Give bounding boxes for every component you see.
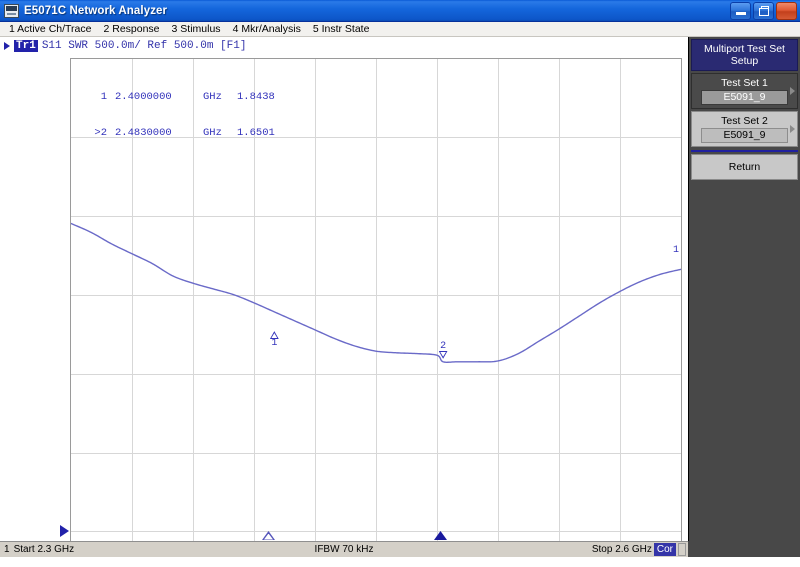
trace-header[interactable]: Tr1 S11 SWR 500.0m/ Ref 500.0m [F1]	[4, 39, 246, 53]
grid-line-h	[71, 453, 681, 454]
softkey-panel: Multiport Test Set Setup Test Set 1 E509…	[688, 37, 800, 541]
grid-line-v	[376, 59, 377, 550]
marker-readout-value: 1.8438	[237, 91, 275, 103]
grid-line-v	[498, 59, 499, 550]
softkey-panel-filler	[688, 541, 800, 557]
softkey-panel-title: Multiport Test Set Setup	[691, 39, 798, 71]
softkey-test-set-1[interactable]: Test Set 1 E5091_9	[691, 73, 798, 109]
status-bar: 1 Start 2.3 GHz IFBW 70 kHz Stop 2.6 GHz…	[0, 541, 688, 557]
grid-line-v	[620, 59, 621, 550]
menu-item-stimulus[interactable]: 3 Stimulus	[171, 23, 221, 35]
marker-readout-unit: GHz	[203, 91, 222, 103]
grid-line-h	[71, 216, 681, 217]
softkey-test-set-2[interactable]: Test Set 2 E5091_9	[691, 111, 798, 147]
window-bottom-filler	[0, 557, 800, 567]
window-title: E5071C Network Analyzer	[24, 4, 168, 17]
x-axis-marker-1-icon[interactable]	[262, 531, 275, 540]
minimize-button[interactable]	[730, 1, 751, 20]
window-controls	[730, 1, 800, 20]
grid-line-v	[437, 59, 438, 550]
marker-readout-value: 1.6501	[237, 127, 275, 139]
trace-format-text: S11 SWR 500.0m/ Ref 500.0m [F1]	[41, 40, 247, 52]
marker-up-triangle-icon	[269, 331, 279, 340]
marker-readout: 1 2.4000000 GHz 1.8438 >2 2.4830000 GHz …	[83, 67, 275, 163]
menu-item-mkr-analysis[interactable]: 4 Mkr/Analysis	[232, 23, 301, 35]
application-icon	[4, 3, 19, 18]
restore-button[interactable]	[753, 1, 774, 20]
grid-line-h	[71, 374, 681, 375]
active-trace-arrow-icon	[4, 42, 10, 50]
grid-line-v	[193, 59, 194, 550]
softkey-test-set-2-label: Test Set 2	[721, 115, 768, 127]
softkey-test-set-2-value[interactable]: E5091_9	[701, 128, 788, 143]
instrument-display: Tr1 S11 SWR 500.0m/ Ref 500.0m [F1] 3.50…	[0, 37, 800, 567]
trace-badge[interactable]: Tr1	[14, 40, 38, 52]
marker-2-glyph[interactable]: 2	[436, 340, 450, 359]
marker-2-label: 2	[440, 340, 447, 352]
grid-line-v	[254, 59, 255, 550]
title-bar: E5071C Network Analyzer	[0, 0, 800, 22]
marker-1-label: 1	[271, 338, 278, 350]
softkey-return[interactable]: Return	[691, 154, 798, 180]
status-correction-badge[interactable]: Cor	[653, 543, 676, 556]
softkey-test-set-1-value[interactable]: E5091_9	[701, 90, 788, 105]
softkey-divider	[691, 150, 798, 152]
marker-readout-unit: GHz	[203, 127, 222, 139]
menu-item-active-ch-trace[interactable]: 1 Active Ch/Trace	[9, 23, 92, 35]
trace-curve	[71, 222, 681, 363]
menu-item-response[interactable]: 2 Response	[103, 23, 160, 35]
chevron-right-icon	[790, 125, 795, 133]
marker-readout-id: 1	[94, 91, 107, 103]
marker-readout-id: >2	[94, 127, 107, 139]
reference-level-arrow-icon[interactable]	[60, 525, 69, 537]
softkey-title-line1: Multiport Test Set	[704, 43, 785, 55]
status-ifbw[interactable]: IFBW 70 kHz	[314, 544, 374, 555]
status-start-frequency[interactable]: Start 2.3 GHz	[13, 544, 75, 555]
marker-1-glyph[interactable]: 1	[267, 331, 281, 350]
softkey-test-set-1-label: Test Set 1	[721, 77, 768, 89]
status-channel: 1	[4, 544, 10, 555]
grid-line-v	[315, 59, 316, 550]
marker-readout-freq: 2.4830000	[115, 127, 172, 139]
marker-down-triangle-icon	[438, 350, 448, 359]
x-axis-marker-2-icon[interactable]	[434, 531, 447, 540]
grid-line-h	[71, 531, 681, 532]
grid-line-v	[132, 59, 133, 550]
marker-readout-row: >2 2.4830000 GHz 1.6501	[83, 127, 275, 139]
grid-line-h	[71, 137, 681, 138]
plot-area[interactable]: 1 2.4000000 GHz 1.8438 >2 2.4830000 GHz …	[70, 58, 682, 551]
softkey-title-line2: Setup	[730, 55, 759, 67]
status-stop-frequency[interactable]: Stop 2.6 GHz	[591, 544, 652, 555]
trace-end-label: 1	[673, 245, 680, 256]
grid-line-v	[559, 59, 560, 550]
menu-item-instr-state[interactable]: 5 Instr State	[312, 23, 370, 35]
status-resize-grip[interactable]	[678, 543, 686, 556]
menu-bar: 1 Active Ch/Trace 2 Response 3 Stimulus …	[0, 22, 800, 37]
softkey-return-label: Return	[728, 161, 761, 173]
chevron-right-icon	[790, 87, 795, 95]
marker-readout-freq: 2.4000000	[115, 91, 172, 103]
marker-readout-row: 1 2.4000000 GHz 1.8438	[83, 91, 275, 103]
grid-line-h	[71, 295, 681, 296]
close-button[interactable]	[776, 1, 797, 20]
